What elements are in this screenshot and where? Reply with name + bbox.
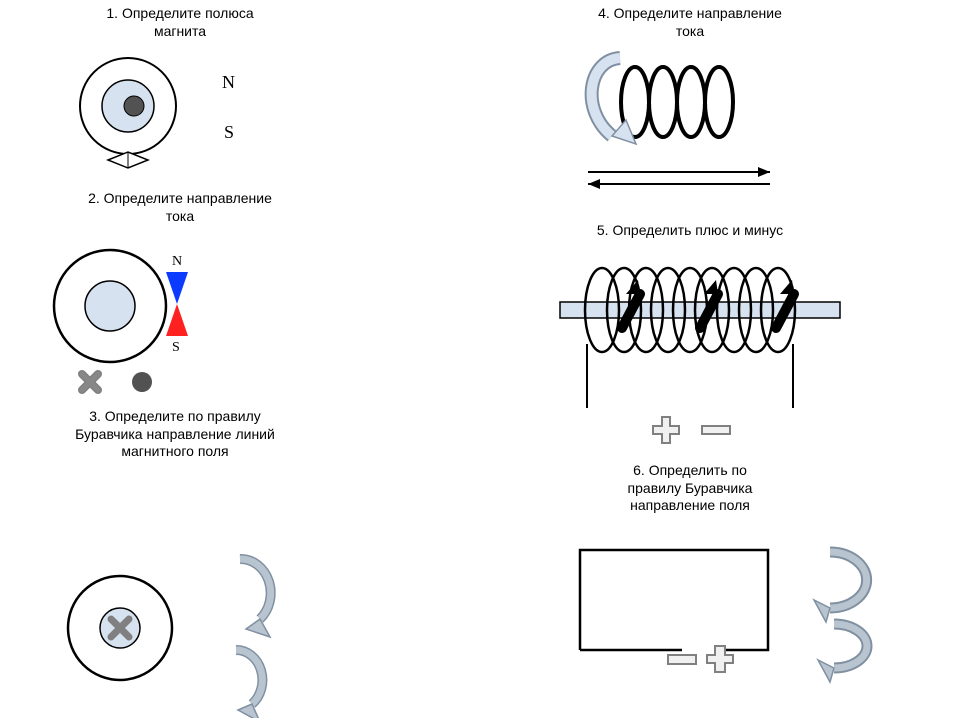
panel-5-title: 5. Определить плюс и минус	[540, 222, 840, 240]
panel-1-figure	[68, 48, 208, 178]
panel-1-s-label: S	[224, 122, 234, 143]
panel-3-title: 3. Определите по правилуБуравчика направ…	[30, 408, 320, 461]
panel-2-figure	[38, 234, 258, 404]
panel-2-title: 2. Определите направлениетока	[50, 190, 310, 225]
panel-1-n-label: N	[222, 72, 235, 93]
panel-4-figure	[560, 40, 820, 200]
panel-2-s-label: S	[172, 340, 180, 356]
panel-3-figure	[40, 468, 320, 718]
panel-6-title: 6. Определить поправилу Буравчиканаправл…	[570, 462, 810, 515]
panel-4-title: 4. Определите направлениетока	[540, 5, 840, 40]
panel-6-figure	[540, 520, 920, 710]
panel-5-figure	[540, 250, 860, 450]
worksheet-canvas: 1. Определите полюсамагнита N S 2. Опред…	[0, 0, 960, 720]
panel-1-title: 1. Определите полюсамагнита	[60, 5, 300, 40]
panel-2-n-label: N	[172, 254, 182, 270]
